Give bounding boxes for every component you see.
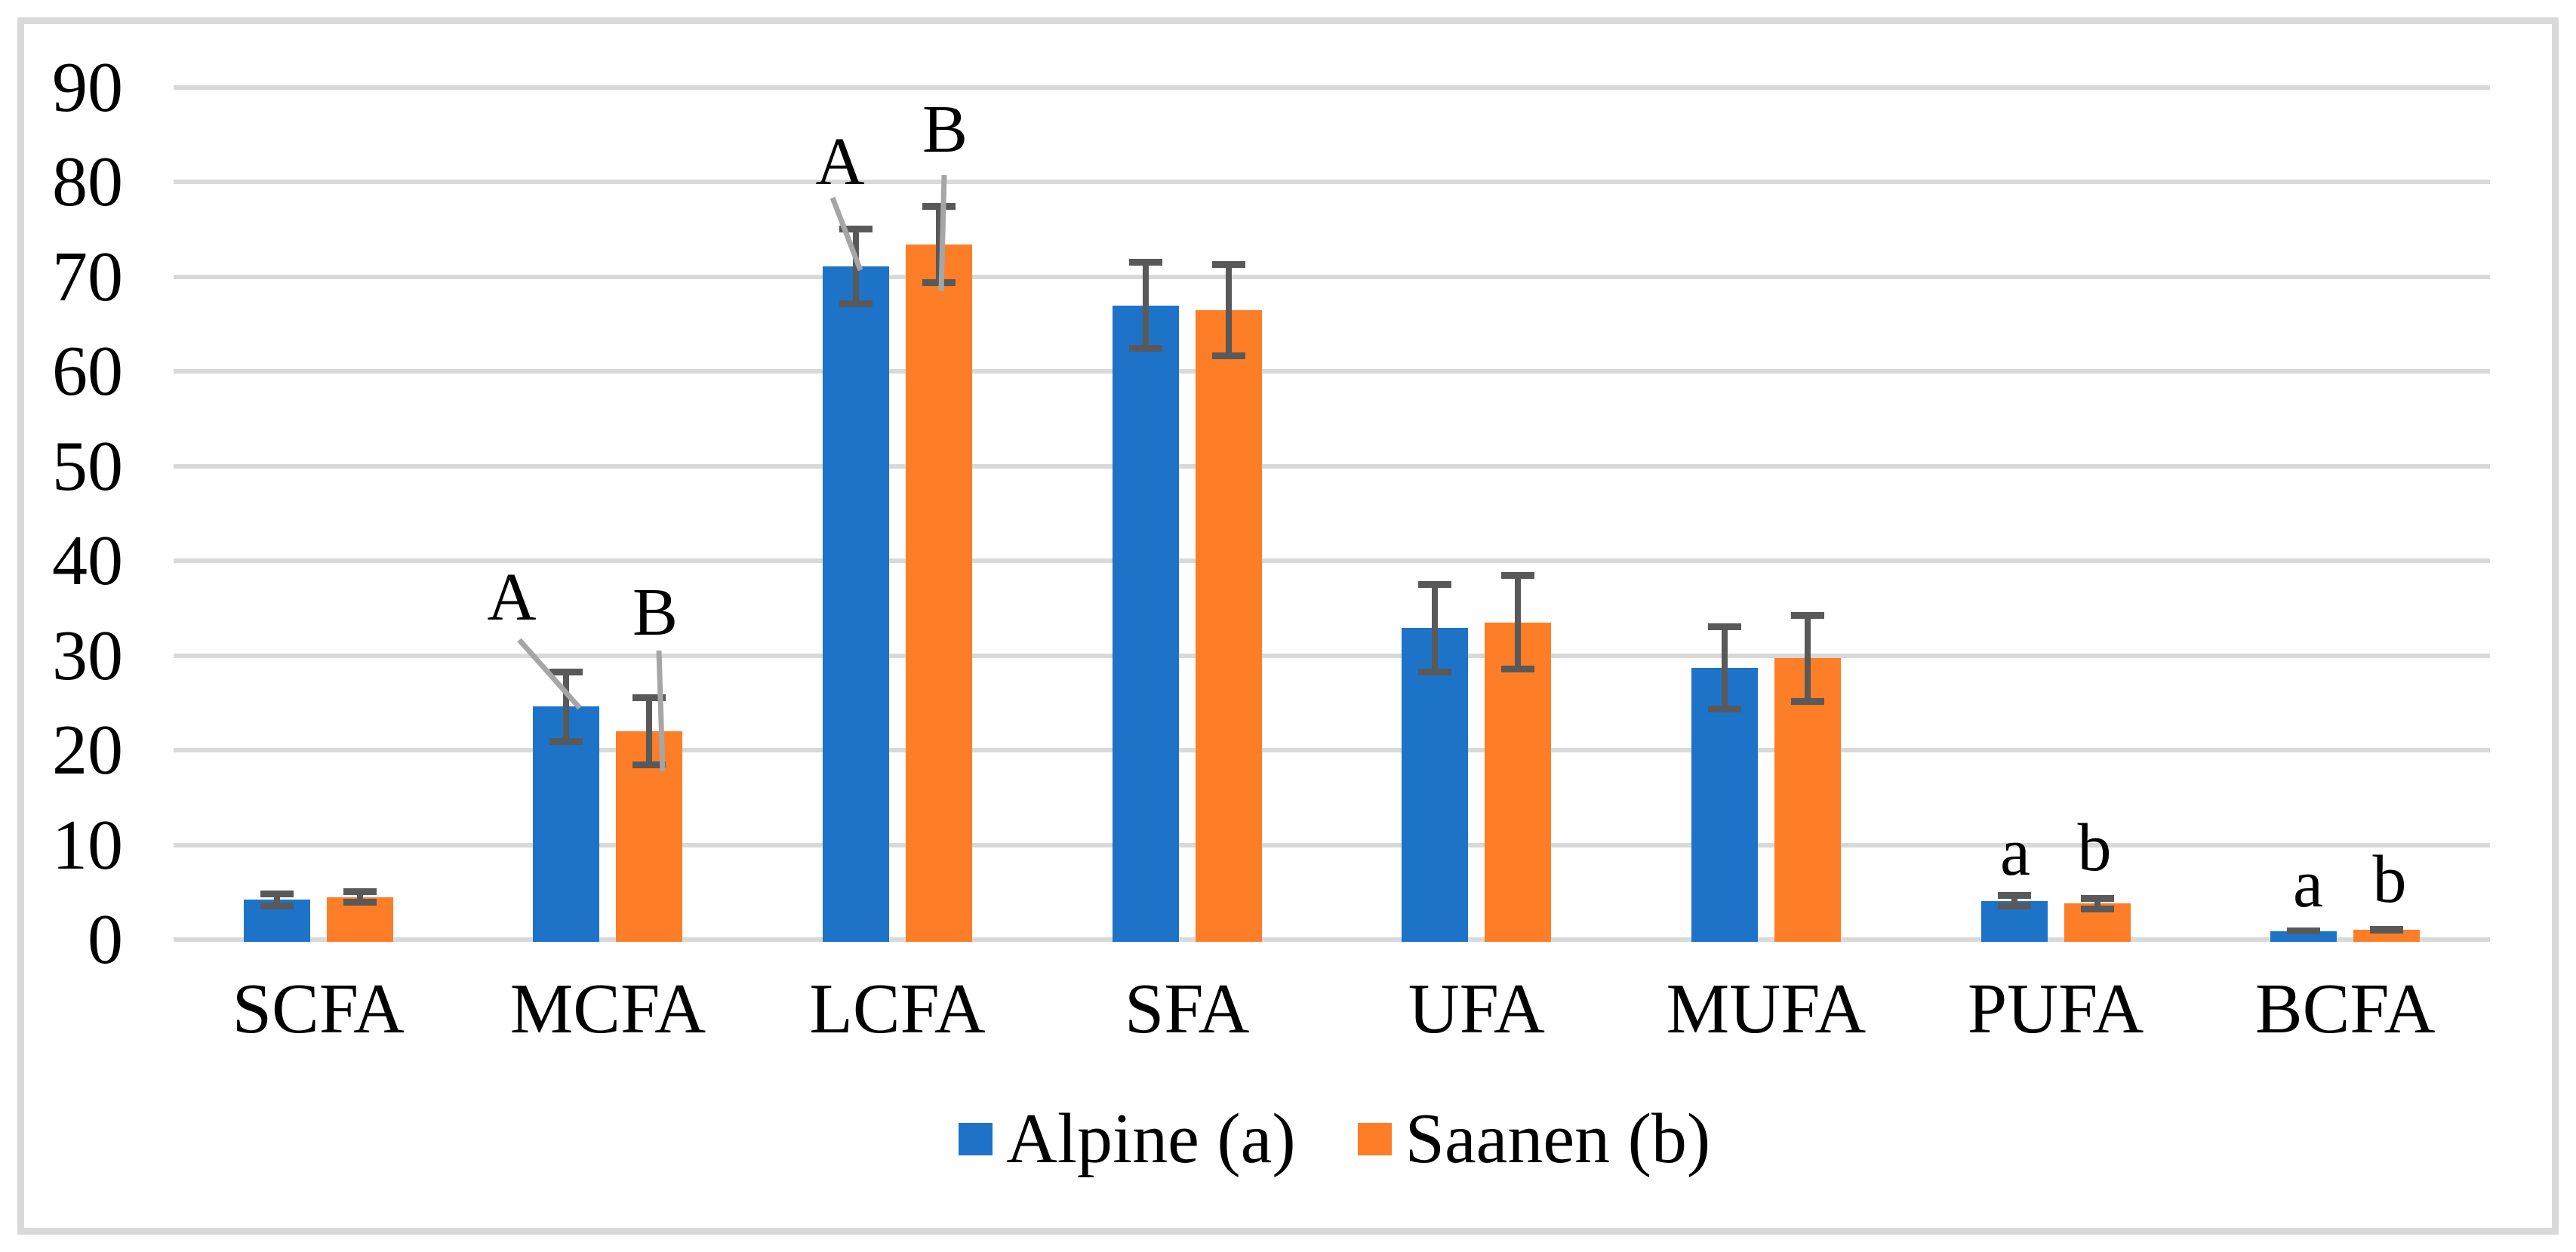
error-bar-cap-bottom: [2080, 905, 2114, 912]
x-category-label-mufa: MUFA: [1666, 970, 1867, 1048]
gridline-30: [174, 653, 2490, 658]
error-bar-line: [1721, 623, 1728, 712]
error-bar-cap-bottom: [260, 902, 294, 909]
bar-saanen-mufa: [1774, 658, 1841, 942]
y-tick-label-40: 40: [52, 521, 123, 601]
error-bar-cap-top: [1707, 623, 1741, 631]
x-category-label-ufa: UFA: [1408, 970, 1545, 1048]
legend-swatch-alpine: [959, 1123, 993, 1155]
error-bar-cap-top: [1501, 572, 1535, 580]
error-bar-cap-bottom: [1211, 352, 1245, 360]
error-bar-line: [1804, 611, 1811, 705]
y-tick-label-60: 60: [52, 332, 123, 411]
gridline-20: [174, 748, 2490, 753]
y-tick-label-70: 70: [52, 237, 123, 316]
error-bar-line: [273, 890, 280, 909]
significance-letter-lcfa-alpine: A: [815, 125, 865, 199]
x-category-label-scfa: SCFA: [232, 970, 405, 1048]
y-tick-label-50: 50: [52, 426, 123, 506]
bar-saanen-ufa: [1485, 622, 1552, 942]
gridline-10: [174, 842, 2490, 847]
bar-alpine-mufa: [1691, 667, 1758, 942]
error-bar-cap-top: [549, 669, 583, 676]
error-bar-line: [1515, 572, 1522, 673]
y-tick-label-90: 90: [52, 48, 123, 128]
significance-letter-mcfa-saanen: B: [632, 575, 679, 650]
y-tick-label-80: 80: [52, 143, 123, 222]
error-bar-cap-top: [1790, 611, 1824, 619]
gridline-60: [174, 369, 2490, 374]
x-category-label-pufa: PUFA: [1967, 970, 2144, 1048]
legend-item-alpine: Alpine (a): [959, 1103, 1296, 1175]
legend-swatch-saanen: [1357, 1123, 1392, 1155]
legend-label-alpine: Alpine (a): [1006, 1100, 1296, 1178]
error-bar-cap-bottom: [2370, 927, 2404, 934]
error-bar-cap-bottom: [1418, 669, 1452, 676]
gridline-70: [174, 274, 2490, 279]
error-bar-cap-bottom: [1997, 902, 2031, 909]
error-bar-line: [1432, 580, 1439, 676]
error-bar-cap-top: [260, 890, 294, 897]
significance-letter-mcfa-alpine: A: [487, 560, 537, 635]
gridline-0: [174, 937, 2490, 942]
legend: Alpine (a) Saanen (b): [959, 1103, 1710, 1175]
error-bar-line: [1142, 259, 1149, 352]
x-category-label-lcfa: LCFA: [809, 970, 986, 1048]
error-bar-line: [853, 226, 860, 308]
error-bar-cap-top: [922, 203, 956, 211]
y-tick-label-0: 0: [88, 900, 123, 979]
error-bar-cap-bottom: [632, 761, 666, 768]
error-bar-cap-top: [343, 888, 377, 896]
significance-letter-pufa-alpine: a: [2000, 815, 2030, 890]
error-bar-cap-bottom: [1128, 345, 1162, 352]
significance-letter-pufa-saanen: b: [2077, 811, 2112, 885]
x-category-label-sfa: SFA: [1124, 970, 1250, 1048]
error-bar-line: [1225, 260, 1232, 360]
gridline-90: [174, 85, 2490, 91]
error-bar-cap-bottom: [549, 737, 583, 745]
bar-alpine-lcfa: [823, 266, 890, 942]
y-tick-label-20: 20: [52, 711, 123, 790]
error-bar-cap-top: [1128, 259, 1162, 266]
error-bar-line: [646, 694, 653, 768]
error-bar-cap-bottom: [1501, 666, 1535, 673]
error-bar-cap-bottom: [1707, 705, 1741, 712]
error-bar-cap-top: [1997, 892, 2031, 900]
error-bar-cap-top: [2080, 895, 2114, 903]
figure-border: 0 10 20 30 40 50 60 70 80 90 SCFA MCFA LCFA SFA UFA MUF…: [17, 17, 2559, 1235]
gridline-40: [174, 558, 2490, 564]
error-bar-line: [356, 888, 363, 906]
bar-alpine-ufa: [1402, 628, 1469, 942]
error-bar-line: [563, 669, 570, 745]
error-bar-cap-top: [632, 694, 666, 702]
significance-letter-lcfa-saanen: B: [922, 92, 968, 167]
error-bar-line: [2011, 892, 2017, 909]
error-bar-cap-bottom: [839, 300, 873, 308]
error-bar-cap-bottom: [1790, 697, 1824, 705]
legend-label-saanen: Saanen (b): [1405, 1100, 1711, 1178]
significance-letter-bcfa-saanen: b: [2372, 842, 2407, 917]
error-bar-cap-bottom: [343, 898, 377, 906]
significance-letter-bcfa-alpine: a: [2293, 847, 2323, 921]
y-tick-label-10: 10: [52, 805, 123, 884]
error-bar-cap-top: [1211, 260, 1245, 268]
gridline-80: [174, 180, 2490, 185]
bar-saanen-sfa: [1195, 309, 1262, 942]
error-bar-cap-top: [839, 226, 873, 233]
legend-item-saanen: Saanen (b): [1357, 1100, 1711, 1178]
bar-saanen-lcfa: [906, 245, 973, 942]
bar-alpine-sfa: [1112, 305, 1179, 942]
x-category-label-bcfa: BCFA: [2254, 970, 2436, 1048]
y-tick-label-30: 30: [52, 616, 123, 695]
error-bar-line: [936, 203, 943, 287]
error-bar-line: [2094, 895, 2101, 912]
error-bar-cap-bottom: [922, 279, 956, 287]
error-bar-cap-bottom: [2287, 927, 2321, 935]
gridline-50: [174, 463, 2490, 469]
x-category-label-mcfa: MCFA: [509, 970, 706, 1048]
bar-alpine-mcfa: [533, 706, 600, 942]
error-bar-cap-top: [1418, 580, 1452, 588]
